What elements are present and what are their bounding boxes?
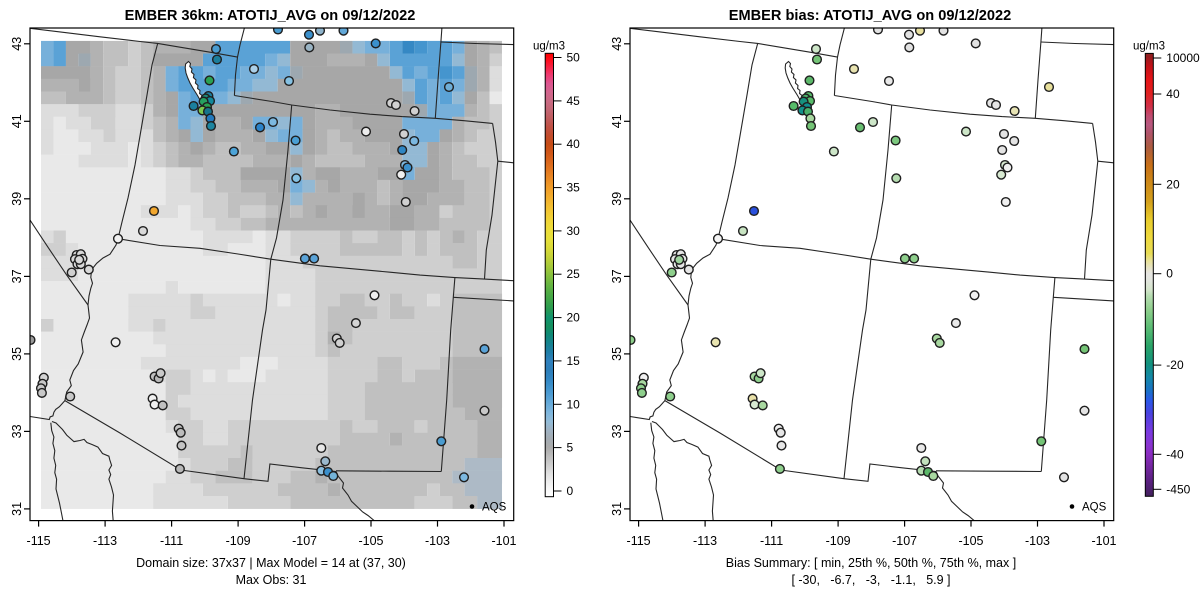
svg-text:41: 41 [10,114,24,128]
svg-text:-40: -40 [1166,447,1184,461]
svg-text:10: 10 [567,397,581,411]
svg-text:-105: -105 [358,534,383,548]
svg-text:-109: -109 [826,534,851,548]
svg-text:-103: -103 [1025,534,1050,548]
svg-text:-107: -107 [892,534,917,548]
svg-text:-109: -109 [226,534,251,548]
svg-text:ug/m3: ug/m3 [1133,41,1165,53]
svg-text:37: 37 [610,269,624,283]
svg-text:40: 40 [1166,87,1180,101]
svg-text:[ -30, -6.7, -3, -1.1,: [ -30, -6.7, -3, -1.1, 5.9 ] [791,573,950,587]
svg-text:Bias Summary: [ min, 25th %, 5: Bias Summary: [ min, 25th %, 50th %, 75t… [726,556,1016,570]
svg-text:EMBER bias: ATOTIJ_AVG on 09/1: EMBER bias: ATOTIJ_AVG on 09/12/2022 [729,8,1012,24]
svg-text:39: 39 [610,192,624,206]
svg-text:AQS: AQS [482,502,507,514]
svg-text:41: 41 [610,114,624,128]
svg-text:35: 35 [10,347,24,361]
svg-text:-115: -115 [27,534,51,548]
svg-text:15: 15 [567,354,581,368]
svg-text:AQS: AQS [1082,502,1107,514]
svg-text:33: 33 [10,424,24,438]
svg-text:-105: -105 [958,534,983,548]
svg-text:45: 45 [567,94,581,108]
svg-text:37: 37 [10,269,24,283]
svg-text:25: 25 [567,267,581,281]
svg-text:50: 50 [567,51,581,65]
svg-text:-20: -20 [1166,358,1184,372]
svg-text:ug/m3: ug/m3 [533,41,565,53]
svg-text:31: 31 [610,502,624,516]
svg-text:20: 20 [567,311,581,325]
svg-text:39: 39 [10,192,24,206]
svg-text:31: 31 [10,502,24,516]
svg-text:EMBER 36km: ATOTIJ_AVG on 09/1: EMBER 36km: ATOTIJ_AVG on 09/12/2022 [125,8,416,24]
svg-text:-113: -113 [93,534,117,548]
svg-text:0: 0 [1166,267,1173,281]
svg-text:35: 35 [610,347,624,361]
svg-text:-450: -450 [1166,482,1190,496]
svg-text:-101: -101 [491,534,516,548]
svg-text:-111: -111 [760,534,783,548]
svg-text:20: 20 [1166,177,1180,191]
svg-text:-115: -115 [627,534,651,548]
svg-text:-111: -111 [160,534,183,548]
svg-text:-103: -103 [425,534,450,548]
svg-text:35: 35 [567,181,581,195]
svg-text:43: 43 [610,37,624,51]
svg-text:0: 0 [567,484,574,498]
svg-text:-113: -113 [693,534,717,548]
svg-text:40: 40 [567,137,581,151]
svg-text:Domain size: 37x37 | Max Model: Domain size: 37x37 | Max Model = 14 at (… [136,556,406,570]
svg-text:5: 5 [567,441,574,455]
svg-text:10000: 10000 [1166,51,1200,65]
svg-text:Max Obs: 31: Max Obs: 31 [236,573,307,587]
svg-text:43: 43 [10,37,24,51]
svg-text:-107: -107 [292,534,317,548]
svg-text:33: 33 [610,424,624,438]
svg-text:-101: -101 [1091,534,1116,548]
svg-text:30: 30 [567,224,581,238]
